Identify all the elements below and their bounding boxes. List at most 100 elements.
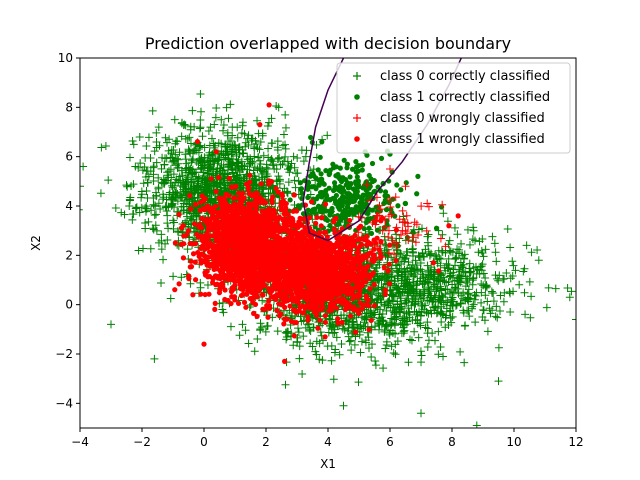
- scatter-point: [311, 183, 317, 190]
- scatter-point: [465, 240, 474, 249]
- scatter-point: [438, 248, 447, 257]
- scatter-point: [442, 259, 451, 268]
- scatter-point: [410, 327, 419, 336]
- scatter-point: [353, 159, 359, 165]
- scatter-point: [247, 203, 253, 209]
- scatter-point: [338, 189, 345, 195]
- scatter-point: [185, 166, 194, 175]
- scatter-point: [233, 207, 239, 214]
- scatter-point: [120, 210, 129, 219]
- scatter-point: [291, 183, 300, 192]
- scatter-point: [391, 340, 400, 349]
- scatter-point: [281, 152, 290, 161]
- scatter-point: [423, 296, 432, 305]
- scatter-point: [408, 233, 417, 242]
- scatter-point: [312, 140, 321, 149]
- scatter-point: [214, 156, 223, 165]
- scatter-point: [344, 204, 351, 210]
- scatter-point: [494, 343, 503, 352]
- scatter-point: [187, 170, 196, 179]
- scatter-point: [218, 257, 224, 263]
- scatter-point: [357, 337, 366, 346]
- scatter-point: [318, 171, 324, 177]
- scatter-point: [362, 309, 371, 318]
- scatter-point: [443, 296, 452, 305]
- scatter-point: [219, 126, 228, 135]
- scatter-point: [356, 321, 365, 330]
- scatter-point: [97, 143, 106, 152]
- scatter-point: [235, 143, 244, 152]
- scatter-point: [134, 246, 143, 255]
- scatter-point: [488, 306, 497, 315]
- scatter-point: [368, 230, 375, 237]
- scatter-point: [453, 230, 462, 239]
- scatter-point: [414, 230, 423, 239]
- scatter-point: [326, 185, 332, 191]
- scatter-point: [387, 320, 396, 329]
- scatter-point: [269, 160, 278, 169]
- scatter-point: [226, 136, 235, 145]
- scatter-point: [154, 199, 163, 208]
- scatter-point: [206, 291, 212, 297]
- scatter-point: [463, 225, 472, 234]
- scatter-point: [375, 201, 384, 210]
- scatter-point: [367, 340, 376, 349]
- scatter-point: [281, 380, 290, 389]
- scatter-point: [359, 198, 365, 204]
- scatter-point: [239, 176, 248, 185]
- scatter-point: [381, 222, 390, 231]
- scatter-point: [193, 240, 199, 247]
- scatter-point: [399, 282, 408, 291]
- scatter-point: [500, 274, 509, 283]
- scatter-point: [423, 199, 432, 208]
- scatter-point: [132, 203, 141, 212]
- scatter-point: [469, 223, 478, 232]
- scatter-point: [468, 280, 477, 289]
- scatter-point: [401, 296, 410, 305]
- scatter-point: [367, 353, 376, 362]
- scatter-point: [297, 180, 304, 186]
- scatter-point: [204, 183, 213, 192]
- scatter-point: [356, 163, 362, 169]
- scatter-point: [437, 291, 446, 300]
- scatter-point: [469, 300, 478, 309]
- scatter-point: [192, 172, 201, 181]
- scatter-point: [345, 337, 354, 346]
- scatter-point: [222, 103, 231, 112]
- scatter-point: [331, 180, 338, 186]
- scatter-point: [432, 255, 441, 264]
- scatter-point: [161, 239, 170, 248]
- scatter-point: [143, 178, 152, 187]
- scatter-point: [419, 272, 428, 281]
- scatter-point: [255, 164, 264, 173]
- scatter-point: [276, 160, 285, 169]
- scatter-point: [251, 136, 260, 145]
- scatter-point: [306, 190, 315, 199]
- scatter-point: [217, 275, 223, 282]
- scatter-point: [143, 167, 152, 176]
- scatter-point: [450, 223, 459, 232]
- scatter-point: [308, 134, 314, 141]
- scatter-point: [384, 297, 393, 306]
- scatter-point: [458, 294, 467, 303]
- scatter-point: [508, 272, 517, 281]
- scatter-point: [527, 292, 536, 301]
- scatter-point: [212, 300, 218, 306]
- scatter-point: [142, 142, 151, 151]
- scatter-point: [503, 224, 512, 233]
- scatter-point: [213, 188, 219, 195]
- scatter-point: [226, 322, 235, 331]
- scatter-point: [347, 174, 353, 180]
- scatter-point: [374, 227, 381, 233]
- scatter-point: [471, 236, 480, 245]
- scatter-point: [395, 307, 404, 316]
- scatter-point: [315, 203, 322, 209]
- scatter-point: [390, 250, 399, 259]
- scatter-point: [163, 219, 172, 228]
- scatter-point: [417, 358, 426, 367]
- scatter-point: [294, 328, 303, 337]
- scatter-point: [345, 185, 352, 191]
- scatter-point: [216, 290, 223, 296]
- scatter-point: [227, 270, 234, 277]
